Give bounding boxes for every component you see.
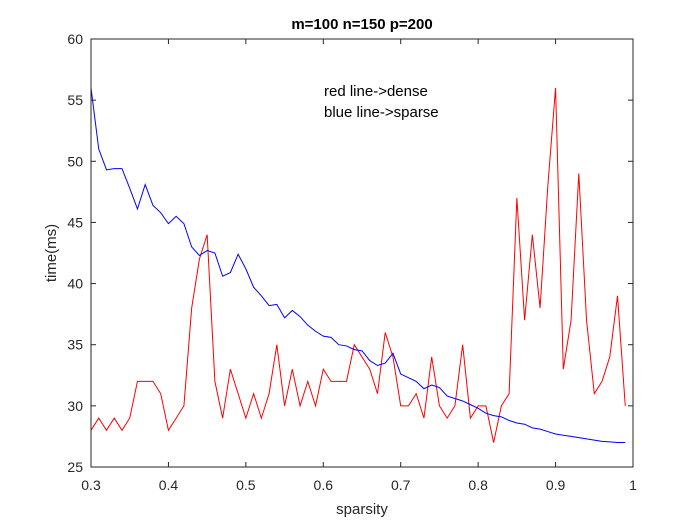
y-tick-label: 40	[67, 276, 83, 292]
y-tick-label: 30	[67, 398, 83, 414]
y-tick-label: 25	[67, 459, 83, 475]
y-tick-label: 55	[67, 92, 83, 108]
y-axis-label: time(ms)	[43, 224, 60, 282]
x-tick-label: 0.6	[314, 477, 334, 493]
ticks-layer: 0.3 0.4 0.5 0.6 0.7 0.8 0.9 1 25 30 35 40 45 50 55 60	[67, 31, 637, 493]
x-tick-label: 0.7	[391, 477, 411, 493]
y-tick-label: 35	[67, 337, 83, 353]
annotation-sparse: blue line->sparse	[324, 104, 439, 121]
series-layer	[90, 87, 626, 444]
x-tick-label: 0.3	[81, 477, 101, 493]
y-tick-label: 60	[67, 31, 83, 47]
plot-frame	[90, 38, 634, 468]
x-axis-label: sparsity	[336, 501, 388, 518]
annotation-group: red line->dense blue line->sparse	[324, 83, 439, 121]
plot-area	[91, 39, 633, 467]
annotation-dense: red line->dense	[324, 83, 428, 100]
x-tick-label: 0.8	[468, 477, 488, 493]
y-tick-label: 45	[67, 214, 83, 230]
sparse-series-line	[90, 87, 626, 444]
x-tick-label: 0.5	[236, 477, 256, 493]
y-tick-label: 50	[67, 153, 83, 169]
x-tick-label: 0.4	[159, 477, 179, 493]
x-tick-label: 1	[629, 477, 637, 493]
chart-title: m=100 n=150 p=200	[291, 16, 432, 33]
dense-series-line	[90, 87, 626, 443]
x-tick-label: 0.9	[546, 477, 566, 493]
